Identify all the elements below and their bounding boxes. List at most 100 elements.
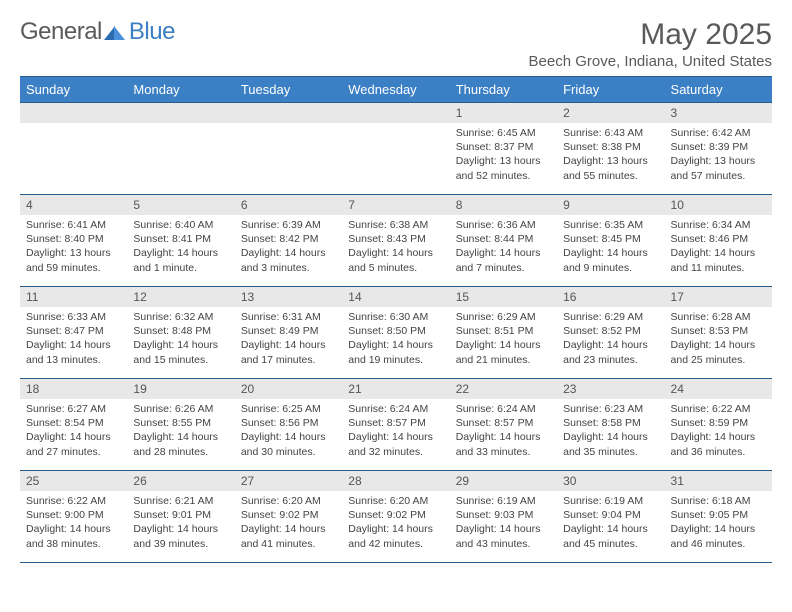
day-content: Sunrise: 6:43 AMSunset: 8:38 PMDaylight:… [557,123,664,188]
daylight-line: Daylight: 14 hours and 19 minutes. [348,338,443,366]
calendar-cell: 1Sunrise: 6:45 AMSunset: 8:37 PMDaylight… [450,103,557,195]
day-content: Sunrise: 6:18 AMSunset: 9:05 PMDaylight:… [665,491,772,556]
daylight-line: Daylight: 14 hours and 3 minutes. [241,246,336,274]
sunrise-line: Sunrise: 6:22 AM [26,494,121,508]
calendar-cell: 12 Sunrise: 6:32 AMSunset: 8:48 PMDayligh… [127,287,234,379]
calendar-cell: 18Sunrise: 6:27 AMSunset: 8:54 PMDayligh… [20,379,127,471]
weekday-header: Tuesday [235,77,342,103]
calendar-cell: 22Sunrise: 6:24 AMSunset: 8:57 PMDayligh… [450,379,557,471]
day-number: 14 [342,287,449,307]
day-number: 17 [665,287,772,307]
day-number: 21 [342,379,449,399]
daylight-line: Daylight: 14 hours and 17 minutes. [241,338,336,366]
calendar-cell: 16Sunrise: 6:29 AMSunset: 8:52 PMDayligh… [557,287,664,379]
sunset-line: Sunset: 8:51 PM [456,324,551,338]
calendar-row: 25Sunrise: 6:22 AMSunset: 9:00 PMDayligh… [20,471,772,563]
daylight-line: Daylight: 13 hours and 59 minutes. [26,246,121,274]
day-number: 3 [665,103,772,123]
day-content: Sunrise: 6:22 AMSunset: 8:59 PMDaylight:… [665,399,772,464]
calendar-row: 11Sunrise: 6:33 AMSunset: 8:47 PMDayligh… [20,287,772,379]
sunset-line: Sunset: 8:53 PM [671,324,766,338]
weekday-header: Thursday [450,77,557,103]
day-content: Sunrise: 6:24 AMSunset: 8:57 PMDaylight:… [450,399,557,464]
day-content: Sunrise: 6:29 AMSunset: 8:52 PMDaylight:… [557,307,664,372]
sunset-line: Sunset: 8:45 PM [563,232,658,246]
sunset-line: Sunset: 9:04 PM [563,508,658,522]
calendar-cell: 21Sunrise: 6:24 AMSunset: 8:57 PMDayligh… [342,379,449,471]
sunset-line: Sunset: 8:37 PM [456,140,551,154]
calendar-cell: 30Sunrise: 6:19 AMSunset: 9:04 PMDayligh… [557,471,664,563]
calendar-cell: 2Sunrise: 6:43 AMSunset: 8:38 PMDaylight… [557,103,664,195]
sunrise-line: Sunrise: 6:35 AM [563,218,658,232]
day-content: Sunrise: 6:39 AMSunset: 8:42 PMDaylight:… [235,215,342,280]
brand-right: Blue [129,18,175,46]
sunrise-line: Sunrise: 6:24 AM [348,402,443,416]
daylight-line: Daylight: 14 hours and 30 minutes. [241,430,336,458]
day-number: 24 [665,379,772,399]
calendar-cell: 23Sunrise: 6:23 AMSunset: 8:58 PMDayligh… [557,379,664,471]
day-content: Sunrise: 6:24 AMSunset: 8:57 PMDaylight:… [342,399,449,464]
sunset-line: Sunset: 8:55 PM [133,416,228,430]
sunrise-line: Sunrise: 6:31 AM [241,310,336,324]
daylight-line: Daylight: 14 hours and 28 minutes. [133,430,228,458]
weekday-header: Saturday [665,77,772,103]
daylight-line: Daylight: 14 hours and 13 minutes. [26,338,121,366]
sunset-line: Sunset: 8:43 PM [348,232,443,246]
sunrise-line: Sunrise: 6:32 AM [133,310,228,324]
sunset-line: Sunset: 9:03 PM [456,508,551,522]
day-content: Sunrise: 6:19 AMSunset: 9:03 PMDaylight:… [450,491,557,556]
calendar-body: 1Sunrise: 6:45 AMSunset: 8:37 PMDaylight… [20,103,772,563]
day-content: Sunrise: 6:19 AMSunset: 9:04 PMDaylight:… [557,491,664,556]
sunrise-line: Sunrise: 6:30 AM [348,310,443,324]
daylight-line: Daylight: 14 hours and 15 minutes. [133,338,228,366]
sunrise-line: Sunrise: 6:36 AM [456,218,551,232]
sunset-line: Sunset: 8:47 PM [26,324,121,338]
month-title: May 2025 [529,18,772,51]
daylight-line: Daylight: 14 hours and 11 minutes. [671,246,766,274]
sunset-line: Sunset: 8:40 PM [26,232,121,246]
sunset-line: Sunset: 8:50 PM [348,324,443,338]
day-number: 20 [235,379,342,399]
daylight-line: Daylight: 14 hours and 21 minutes. [456,338,551,366]
calendar-cell: 15Sunrise: 6:29 AMSunset: 8:51 PMDayligh… [450,287,557,379]
day-number [235,103,342,123]
day-number: 13 [235,287,342,307]
sunset-line: Sunset: 8:49 PM [241,324,336,338]
day-content: Sunrise: 6:40 AMSunset: 8:41 PMDaylight:… [127,215,234,280]
sunrise-line: Sunrise: 6:26 AM [133,402,228,416]
sunset-line: Sunset: 8:42 PM [241,232,336,246]
sunset-line: Sunset: 9:00 PM [26,508,121,522]
day-number: 10 [665,195,772,215]
day-content: Sunrise: 6:26 AMSunset: 8:55 PMDaylight:… [127,399,234,464]
calendar-cell: 3Sunrise: 6:42 AMSunset: 8:39 PMDaylight… [665,103,772,195]
sunrise-line: Sunrise: 6:34 AM [671,218,766,232]
sunrise-line: Sunrise: 6:18 AM [671,494,766,508]
sunset-line: Sunset: 8:48 PM [133,324,228,338]
sail-icon [104,24,126,40]
day-content: Sunrise: 6:25 AMSunset: 8:56 PMDaylight:… [235,399,342,464]
sunrise-line: Sunrise: 6:40 AM [133,218,228,232]
sunset-line: Sunset: 9:01 PM [133,508,228,522]
calendar-row: 4Sunrise: 6:41 AMSunset: 8:40 PMDaylight… [20,195,772,287]
day-content: Sunrise: 6:34 AMSunset: 8:46 PMDaylight:… [665,215,772,280]
daylight-line: Daylight: 14 hours and 23 minutes. [563,338,658,366]
daylight-line: Daylight: 14 hours and 39 minutes. [133,522,228,550]
sunset-line: Sunset: 8:59 PM [671,416,766,430]
daylight-line: Daylight: 13 hours and 57 minutes. [671,154,766,182]
calendar-row: 1Sunrise: 6:45 AMSunset: 8:37 PMDaylight… [20,103,772,195]
sunrise-line: Sunrise: 6:39 AM [241,218,336,232]
calendar-cell: 8Sunrise: 6:36 AMSunset: 8:44 PMDaylight… [450,195,557,287]
day-number: 19 [127,379,234,399]
sunset-line: Sunset: 8:56 PM [241,416,336,430]
daylight-line: Daylight: 14 hours and 25 minutes. [671,338,766,366]
day-number: 12 [127,287,234,307]
calendar-cell: 24Sunrise: 6:22 AMSunset: 8:59 PMDayligh… [665,379,772,471]
day-number: 26 [127,471,234,491]
sunrise-line: Sunrise: 6:33 AM [26,310,121,324]
calendar-cell: 4Sunrise: 6:41 AMSunset: 8:40 PMDaylight… [20,195,127,287]
day-content: Sunrise: 6:42 AMSunset: 8:39 PMDaylight:… [665,123,772,188]
day-number: 31 [665,471,772,491]
sunrise-line: Sunrise: 6:28 AM [671,310,766,324]
sunset-line: Sunset: 8:46 PM [671,232,766,246]
location: Beech Grove, Indiana, United States [529,53,772,70]
